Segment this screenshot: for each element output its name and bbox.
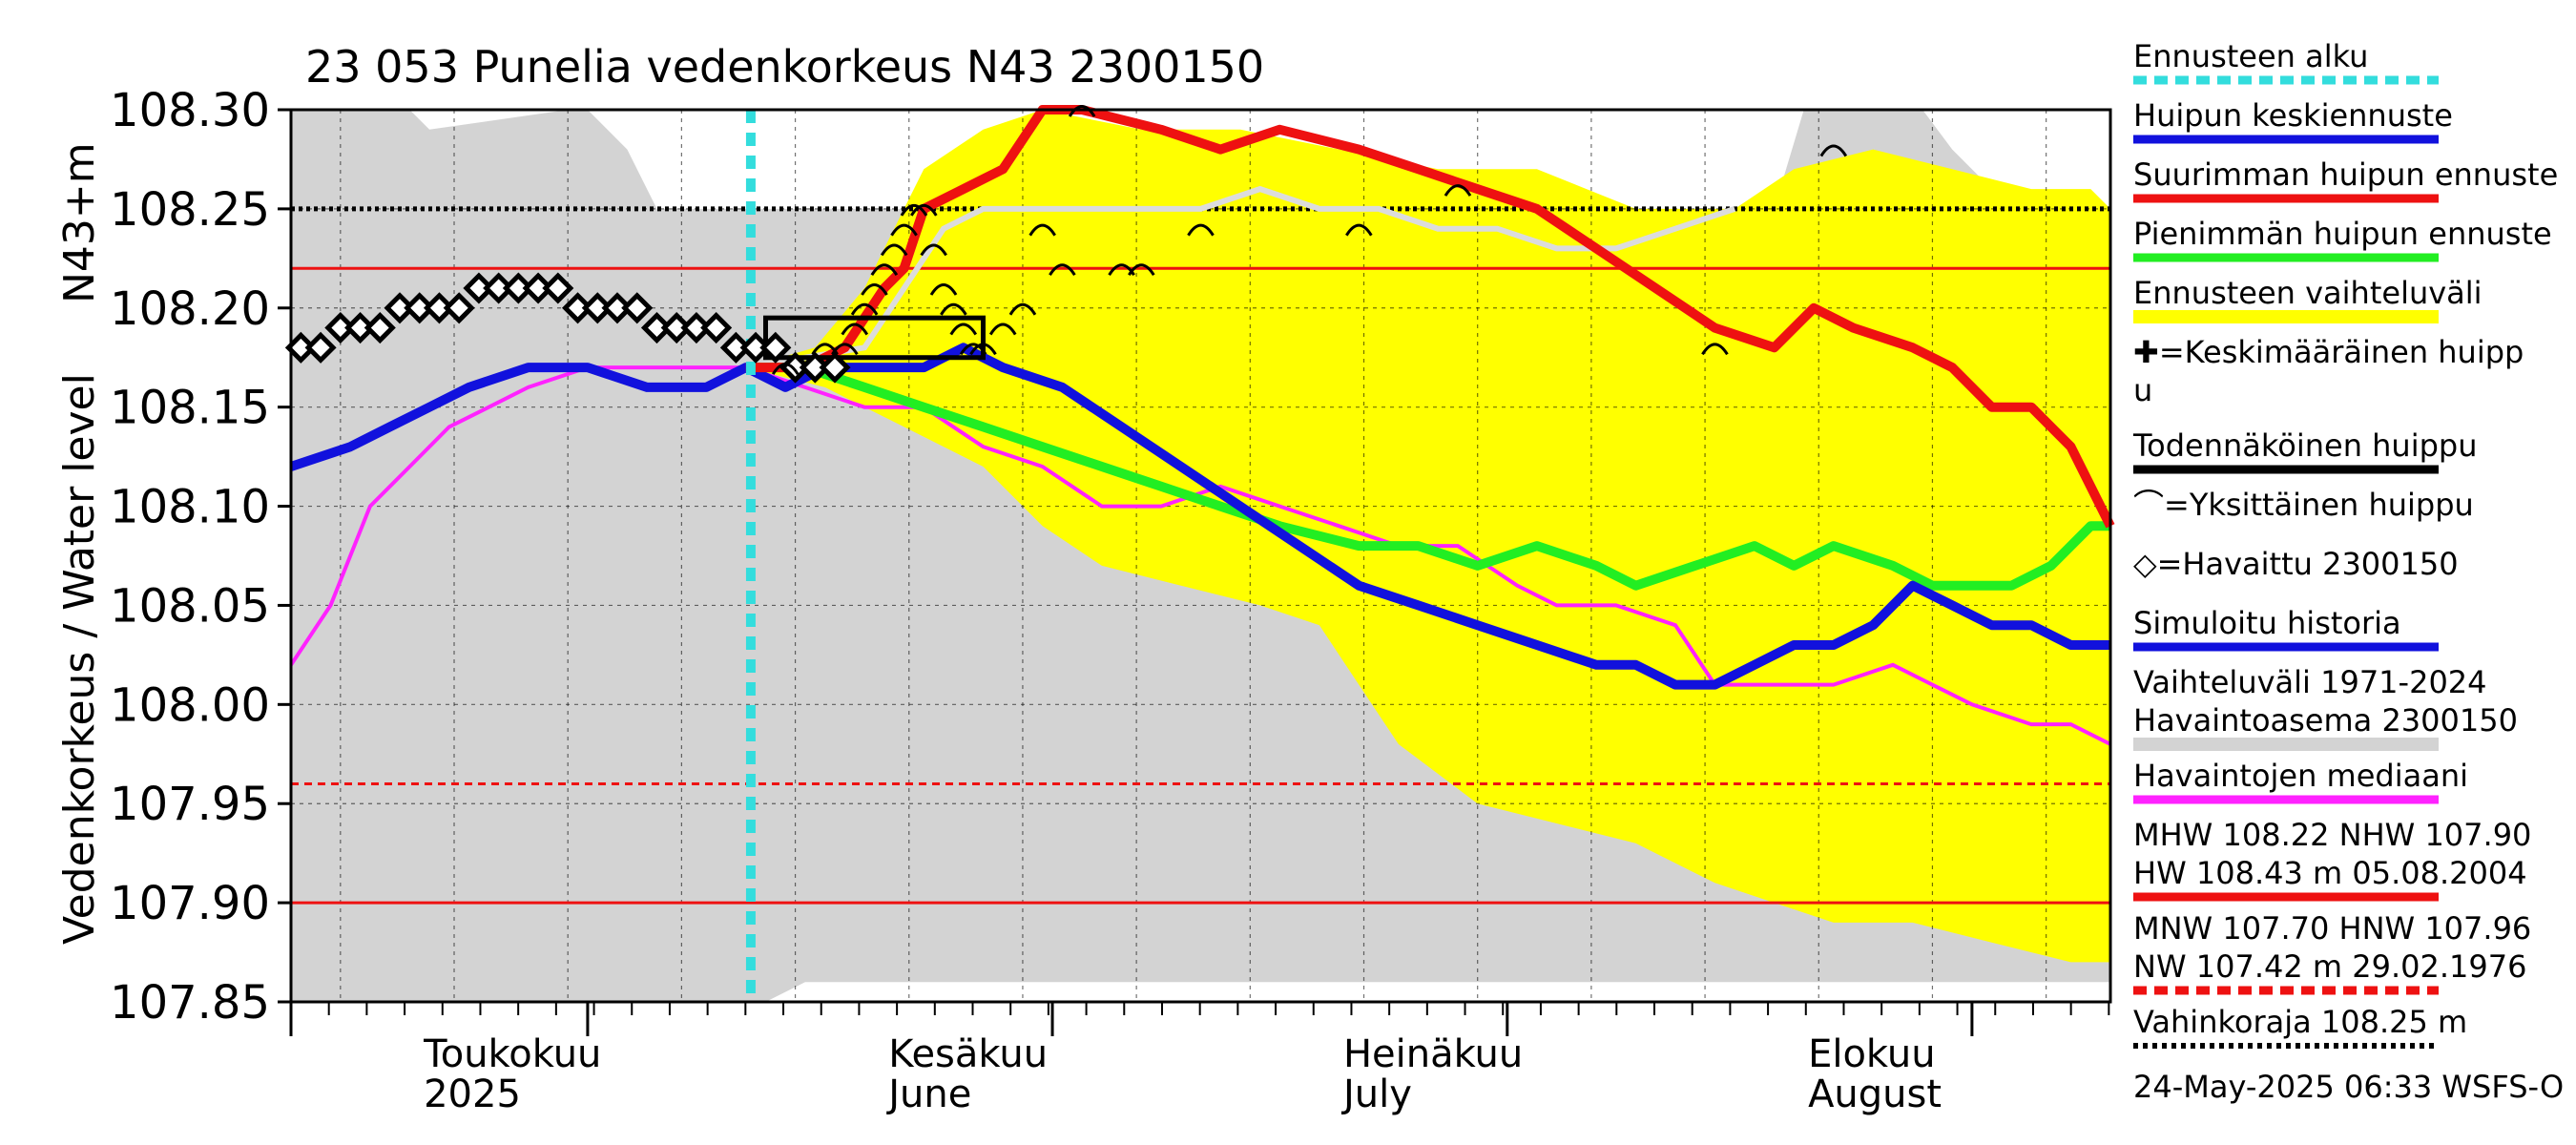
axes-layer: 108.30 108.25 108.20 108.15 108.10 108.05 108.… [110, 84, 2112, 1116]
x-month-label: Heinäkuu [1343, 1032, 1523, 1076]
single-peak-mark [940, 302, 967, 316]
timestamp: 24-May-2025 06:33 WSFS-O [2133, 1069, 2564, 1105]
legend-label-2: u [2133, 372, 2152, 408]
observed-point [542, 272, 574, 304]
legend-label: ⌒=Yksittäinen huippu [2133, 487, 2474, 523]
x-month-label: Toukokuu [423, 1032, 601, 1076]
series-layer [289, 105, 2115, 1002]
single-peak-mark [959, 343, 987, 356]
legend-label: Pienimmän huipun ennuste [2133, 216, 2552, 252]
single-peak-mark [1444, 184, 1472, 197]
single-peak-mark [1008, 302, 1037, 316]
single-peak-mark [1028, 223, 1056, 237]
single-peak-mark [900, 203, 928, 217]
observed-point [819, 351, 851, 384]
simulated-history-line [289, 343, 2110, 690]
y-tick-label: 108.05 [110, 579, 270, 633]
single-peak-mark [1187, 223, 1215, 237]
legend-label-2: NW 107.42 m 29.02.1976 [2133, 948, 2526, 985]
observed-point [621, 292, 654, 324]
y-tick-label: 108.00 [110, 678, 270, 732]
legend-label: Vahinkoraja 108.25 m [2133, 1004, 2467, 1040]
y-tick-label: 108.30 [110, 84, 270, 137]
y-tick-label: 108.10 [110, 481, 270, 534]
marks-layer [284, 105, 1848, 384]
legend-label: Todennäköinen huippu [2132, 427, 2478, 464]
single-peak-mark [861, 283, 888, 296]
single-peak-mark [988, 323, 1017, 336]
y-tick-label: 107.90 [110, 877, 270, 930]
legend-label: Simuloitu historia [2133, 605, 2401, 641]
bands-layer [291, 110, 2110, 1002]
legend-label-2: Havaintoasema 2300150 [2133, 702, 2518, 739]
observed-point [759, 331, 792, 364]
single-peak-mark [870, 263, 899, 277]
max-peak-forecast-line [745, 105, 2115, 529]
x-month-label: Elokuu [1808, 1032, 1936, 1076]
min-peak-forecast-line [745, 363, 2110, 591]
single-peak-mark [880, 243, 908, 257]
single-peak-mark [841, 323, 869, 336]
observed-point [304, 331, 337, 364]
legend-label: Ennusteen alku [2133, 38, 2368, 74]
x-month-sublabel: 2025 [424, 1072, 521, 1116]
observed-point [364, 312, 396, 344]
single-peak-mark [949, 323, 978, 336]
chart-title: 23 053 Punelia vedenkorkeus N43 2300150 [305, 41, 1264, 93]
single-peak-mark [1068, 105, 1096, 117]
legend-label: ◇=Havaittu 2300150 [2133, 546, 2459, 582]
legend-label: Havaintojen mediaani [2133, 758, 2468, 794]
single-peak-mark [910, 203, 938, 217]
y-axis-unit-label: N43+m [55, 142, 104, 303]
single-peak-mark [890, 223, 918, 237]
probable-peak-box [762, 315, 986, 361]
legend-label: Vaihteluväli 1971-2024 [2133, 664, 2487, 700]
legend-layer: Ennusteen alku Huipun keskiennuste Suurimm… [2132, 38, 2558, 1049]
y-tick-label: 107.85 [110, 976, 270, 1030]
single-peak-mark [920, 243, 947, 257]
legend-label-2: HW 108.43 m 05.08.2004 [2133, 855, 2527, 891]
legend-label: Ennusteen vaihteluväli [2133, 275, 2483, 311]
forecast-range-band [745, 110, 2110, 963]
legend-label: MNW 107.70 HNW 107.96 [2133, 910, 2531, 947]
single-peak-mark [929, 283, 958, 296]
legend-label: MHW 108.22 NHW 107.90 [2133, 817, 2531, 853]
legend-label: Suurimman huipun ennuste [2133, 156, 2558, 193]
legend-label: Huipun keskiennuste [2133, 97, 2453, 134]
y-tick-label: 108.15 [110, 382, 270, 435]
single-peak-mark [969, 343, 997, 356]
single-peak-mark [1345, 223, 1373, 237]
single-peak-mark [831, 343, 859, 356]
single-peak-mark [1701, 343, 1729, 356]
legend-label: ✚=Keskimääräinen huipp [2133, 334, 2524, 370]
observed-point [700, 312, 733, 344]
single-peak-mark [850, 302, 879, 316]
x-month-label: Kesäkuu [888, 1032, 1048, 1076]
single-peak-mark [1819, 144, 1848, 157]
single-peak-mark [1128, 263, 1155, 277]
y-axis-label: Vedenkorkeus / Water level [55, 373, 104, 945]
observed-point [443, 292, 475, 324]
historic-upper-line [745, 185, 1736, 371]
x-month-sublabel: July [1340, 1072, 1412, 1116]
y-tick-label: 107.95 [110, 778, 270, 831]
y-tick-label: 108.20 [110, 282, 270, 336]
single-peak-mark [771, 363, 800, 375]
y-tick-label: 108.25 [110, 183, 270, 237]
x-month-sublabel: August [1808, 1072, 1942, 1116]
single-peak-mark [1049, 263, 1076, 277]
x-month-sublabel: June [885, 1072, 971, 1116]
